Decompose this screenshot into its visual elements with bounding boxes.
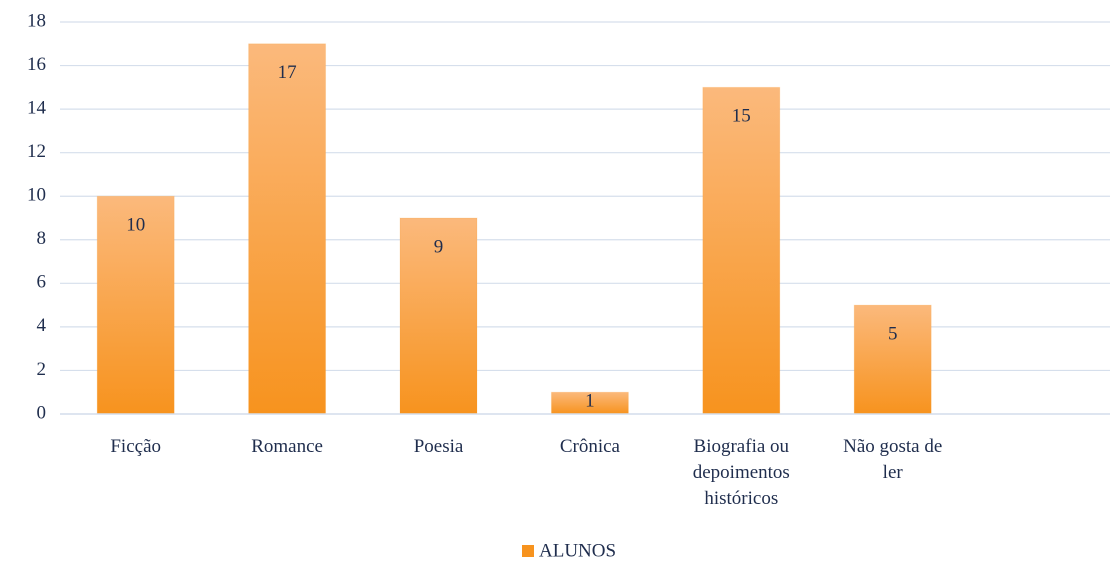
y-tick-label: 16 — [27, 54, 46, 75]
data-label: 15 — [732, 106, 751, 127]
bar — [853, 304, 932, 415]
y-tick-label: 0 — [37, 402, 47, 423]
data-label: 10 — [126, 215, 145, 236]
x-tick-label: Ficção — [110, 436, 161, 457]
bar — [702, 86, 781, 415]
legend-swatch — [522, 545, 534, 557]
x-tick-label: Biografia ou depoimentos históricos — [693, 436, 790, 509]
legend-label: ALUNOS — [539, 540, 616, 561]
bar — [248, 43, 327, 415]
data-label: 5 — [888, 323, 898, 344]
y-tick-label: 12 — [27, 141, 46, 162]
data-label: 1 — [585, 391, 595, 412]
y-tick-label: 8 — [37, 228, 47, 249]
x-tick-label: Crônica — [560, 436, 621, 457]
y-tick-label: 6 — [37, 272, 47, 293]
y-tick-label: 2 — [37, 359, 47, 380]
y-tick-label: 14 — [27, 97, 47, 118]
bar — [399, 217, 478, 415]
bar — [96, 195, 175, 415]
x-tick-label: Não gosta de ler — [843, 436, 942, 483]
x-tick-label: Romance — [251, 436, 323, 457]
y-tick-label: 18 — [27, 10, 46, 31]
data-label: 17 — [278, 62, 297, 83]
x-tick-label: Poesia — [414, 436, 464, 457]
data-label: 9 — [434, 236, 444, 257]
y-tick-label: 10 — [27, 185, 46, 206]
y-tick-label: 4 — [37, 315, 47, 336]
